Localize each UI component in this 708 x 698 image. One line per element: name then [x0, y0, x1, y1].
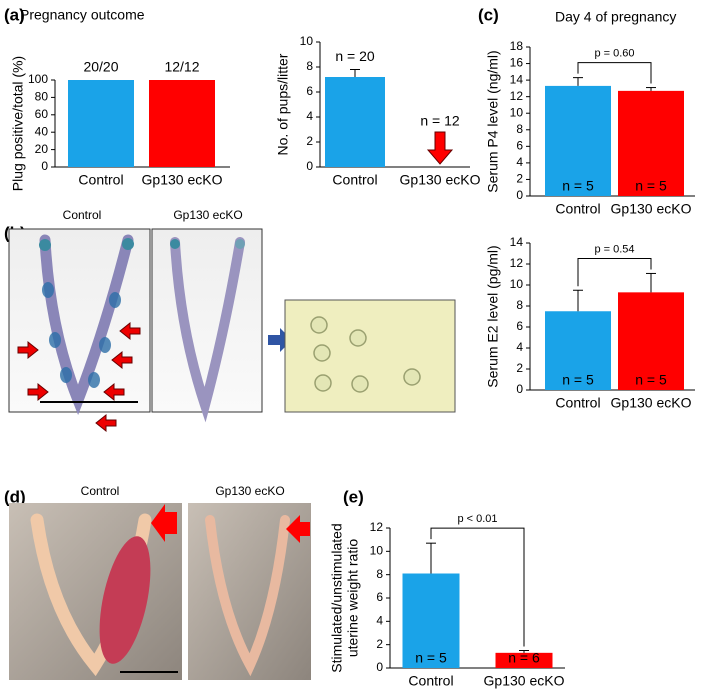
- y-tick-label: 8: [516, 298, 523, 312]
- photo-ko-d: [188, 503, 311, 680]
- photo-label: Gp130 ecKO: [215, 484, 284, 498]
- y-tick-label: 40: [35, 124, 49, 138]
- y-axis-label: uterine weight ratio: [345, 539, 361, 658]
- p-value: p = 0.60: [594, 48, 634, 60]
- annotation: 20/20: [83, 59, 118, 75]
- y-tick-label: 8: [376, 567, 383, 581]
- y-tick-label: 2: [376, 637, 383, 651]
- photo-label: Control: [81, 484, 120, 498]
- y-tick-label: 0: [41, 159, 48, 173]
- y-tick-label: 16: [510, 56, 524, 70]
- bar: [618, 90, 684, 196]
- y-axis-label: Plug positive/total (%): [10, 56, 26, 191]
- x-tick-label: Control: [555, 395, 600, 411]
- y-tick-label: 10: [370, 544, 384, 558]
- y-axis-label: Serum E2 level (pg/ml): [485, 245, 501, 387]
- y-tick-label: 12: [370, 520, 384, 534]
- y-tick-label: 10: [300, 34, 314, 48]
- y-tick-label: 12: [510, 256, 524, 270]
- bar: [545, 85, 611, 196]
- y-tick-label: 6: [376, 590, 383, 604]
- y-tick-label: 4: [306, 109, 313, 123]
- x-tick-label: Control: [78, 172, 123, 188]
- y-tick-label: 4: [376, 614, 383, 628]
- y-tick-label: 0: [306, 159, 313, 173]
- y-tick-label: 6: [306, 84, 313, 98]
- x-tick-label: Gp130 ecKO: [611, 201, 692, 217]
- annotation: n = 6: [508, 650, 540, 666]
- y-tick-label: 100: [28, 72, 48, 86]
- bar: [325, 77, 385, 167]
- y-tick-label: 2: [516, 361, 523, 375]
- y-tick-label: 2: [516, 172, 523, 186]
- x-tick-label: Gp130 ecKO: [142, 172, 223, 188]
- photo-control-b: [8, 228, 151, 433]
- annotation: n = 5: [562, 372, 594, 388]
- y-tick-label: 6: [516, 319, 523, 333]
- y-tick-label: 8: [516, 122, 523, 136]
- annotation: n = 5: [635, 178, 667, 194]
- y-tick-label: 10: [510, 277, 524, 291]
- y-tick-label: 12: [510, 89, 524, 103]
- y-tick-label: 2: [306, 134, 313, 148]
- y-tick-label: 18: [510, 39, 524, 53]
- y-tick-label: 14: [510, 235, 524, 249]
- photo-embryos: [284, 299, 456, 413]
- y-tick-label: 80: [35, 90, 49, 104]
- chart-title: Pregnancy outcome: [20, 7, 145, 23]
- bar: [545, 311, 611, 390]
- bar: [495, 652, 553, 668]
- y-tick-label: 0: [516, 188, 523, 202]
- y-tick-label: 60: [35, 107, 49, 121]
- y-tick-label: 0: [516, 382, 523, 396]
- significance-bracket: [430, 527, 525, 647]
- panel-letter: (c): [478, 5, 499, 24]
- annotation: n = 20: [335, 48, 375, 64]
- photo-label: Gp130 ecKO: [173, 208, 242, 222]
- x-tick-label: Control: [555, 201, 600, 217]
- y-axis-label: Serum P4 level (ng/ml): [485, 50, 501, 192]
- y-tick-label: 14: [510, 72, 524, 86]
- annotation: n = 5: [562, 178, 594, 194]
- x-tick-label: Control: [408, 673, 453, 689]
- y-tick-label: 10: [510, 105, 524, 119]
- p-value: p < 0.01: [457, 513, 497, 525]
- y-tick-label: 6: [516, 139, 523, 153]
- y-axis-label: Stimulated/unstimulated: [329, 523, 345, 672]
- arrow: [426, 131, 454, 165]
- x-tick-label: Gp130 ecKO: [611, 395, 692, 411]
- x-tick-label: Gp130 ecKO: [484, 673, 565, 689]
- significance-bracket: [577, 62, 652, 84]
- y-tick-label: 0: [376, 660, 383, 674]
- y-axis-label: No. of pups/litter: [275, 53, 291, 155]
- x-tick-label: Gp130 ecKO: [400, 172, 481, 188]
- photo-ko-b: [151, 228, 263, 423]
- annotation: 12/12: [164, 59, 199, 75]
- annotation: n = 5: [635, 372, 667, 388]
- panel-letter: (e): [343, 487, 364, 506]
- significance-bracket: [577, 257, 652, 287]
- photo-label: Control: [63, 208, 102, 222]
- x-tick-label: Control: [332, 172, 377, 188]
- y-tick-label: 20: [35, 142, 49, 156]
- bar: [68, 80, 134, 167]
- annotation: n = 5: [415, 650, 447, 666]
- y-tick-label: 8: [306, 59, 313, 73]
- bar: [402, 573, 460, 668]
- photo-control-d: [9, 503, 182, 680]
- chart-title: Day 4 of pregnancy: [555, 9, 676, 25]
- panel-letter: (d): [4, 487, 26, 506]
- y-tick-label: 4: [516, 340, 523, 354]
- bar: [618, 292, 684, 390]
- annotation: n = 12: [420, 113, 460, 129]
- p-value: p = 0.54: [594, 243, 634, 255]
- panel-letter: (a): [4, 5, 25, 24]
- bar: [149, 80, 215, 167]
- y-tick-label: 4: [516, 155, 523, 169]
